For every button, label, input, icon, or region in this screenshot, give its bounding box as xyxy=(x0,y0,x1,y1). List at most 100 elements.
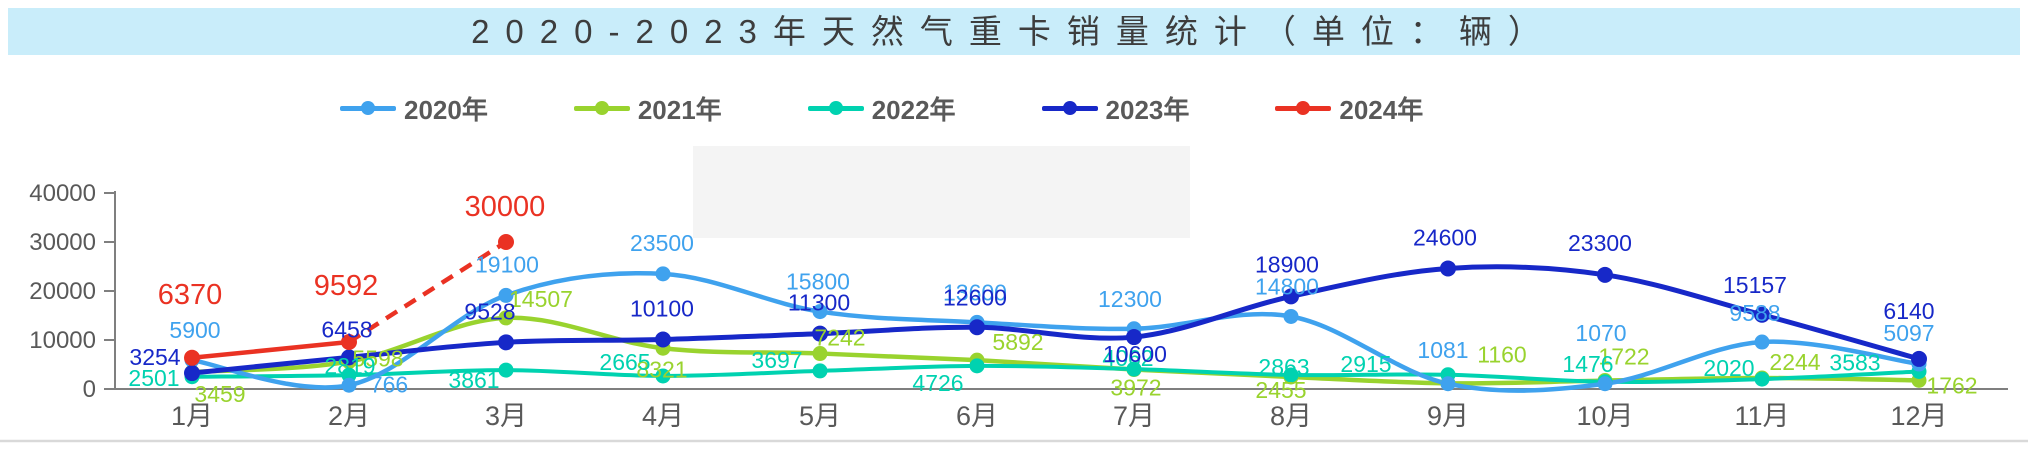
data-label-2022年-1月: 2501 xyxy=(128,365,179,391)
x-tick-label: 7月 xyxy=(1113,401,1155,431)
data-label-2021年-1月: 3459 xyxy=(194,381,245,407)
data-point-2022年-5月 xyxy=(812,363,828,379)
data-point-2020年-4月 xyxy=(655,266,671,282)
data-point-2024年-1月 xyxy=(184,349,200,366)
data-label-2024年-2月: 9592 xyxy=(314,270,379,302)
data-label-2023年-3月: 9528 xyxy=(464,298,515,324)
y-tick-label: 40000 xyxy=(29,180,96,207)
y-tick-label: 20000 xyxy=(29,278,96,305)
data-point-2023年-5月 xyxy=(812,325,828,342)
legend-marker-icon xyxy=(340,101,396,115)
data-point-2020年-3月 xyxy=(498,287,514,303)
series-line-2023年 xyxy=(189,264,1922,376)
data-label-2021年-7月: 3972 xyxy=(1110,375,1161,401)
legend-marker-icon xyxy=(573,101,630,115)
data-point-2020年-10月 xyxy=(1597,376,1613,392)
series-line-2024年-solid xyxy=(191,339,350,361)
x-tick-label: 11月 xyxy=(1734,401,1789,431)
data-point-2022年-4月 xyxy=(655,368,671,384)
x-tick-label: 9月 xyxy=(1427,401,1469,431)
data-label-2022年-2月: 2819 xyxy=(324,353,375,379)
data-point-2022年-11月 xyxy=(1754,371,1770,387)
data-label-2021年-3月: 14507 xyxy=(509,286,573,312)
background-patch xyxy=(693,146,1190,238)
data-label-2020年-11月: 9588 xyxy=(1729,300,1780,326)
legend-label: 2024年 xyxy=(1339,94,1424,125)
y-tick-label: 10000 xyxy=(29,327,96,354)
data-label-2022年-9月: 2915 xyxy=(1340,351,1391,377)
legend-label: 2021年 xyxy=(637,94,722,125)
data-label-2020年-4月: 23500 xyxy=(630,230,694,256)
x-tick-label: 1月 xyxy=(171,401,213,431)
data-label-2020年-1月: 5900 xyxy=(169,317,220,343)
data-point-2022年-8月 xyxy=(1283,367,1299,383)
data-label-2021年-8月: 2455 xyxy=(1255,377,1306,403)
legend-item-2023年: 2023年 xyxy=(1041,90,1190,127)
data-label-2020年-6月: 13600 xyxy=(943,279,1007,305)
data-label-2021年-4月: 8321 xyxy=(636,356,687,382)
data-label-2022年-10月: 1476 xyxy=(1562,351,1613,377)
data-label-2023年-7月: 10600 xyxy=(1103,341,1167,367)
data-point-2023年-9月 xyxy=(1440,260,1456,277)
data-label-2023年-11月: 15157 xyxy=(1723,272,1787,298)
data-label-2023年-5月: 11300 xyxy=(788,290,850,316)
legend-label: 2020年 xyxy=(404,94,488,125)
y-tick-label: 0 xyxy=(83,376,96,403)
data-label-2023年-8月: 18900 xyxy=(1255,251,1319,277)
data-point-2020年-5月 xyxy=(812,304,828,320)
data-label-2023年-1月: 3254 xyxy=(129,344,180,370)
x-tick-label: 5月 xyxy=(799,401,841,431)
data-label-2023年-9月: 24600 xyxy=(1413,225,1477,251)
data-label-2022年-12月: 3583 xyxy=(1829,349,1880,375)
legend-item-2021年: 2021年 xyxy=(573,90,722,127)
data-point-2023年-6月 xyxy=(969,319,985,336)
data-label-2020年-2月: 766 xyxy=(370,371,408,397)
data-label-2021年-12月: 1762 xyxy=(1926,372,1977,398)
data-label-2022年-8月: 2863 xyxy=(1258,354,1309,380)
data-point-2022年-6月 xyxy=(969,358,985,374)
data-label-2022年-6月: 4726 xyxy=(912,370,963,396)
data-label-2021年-6月: 5892 xyxy=(992,329,1043,355)
data-point-2022年-3月 xyxy=(498,362,514,378)
legend-marker-icon xyxy=(1041,101,1098,115)
data-label-2022年-3月: 3861 xyxy=(448,367,499,393)
data-point-2023年-1月 xyxy=(184,365,200,382)
legend-item-2020年: 2020年 xyxy=(340,90,488,127)
series-line-2020年 xyxy=(189,270,1922,393)
data-label-2024年-3月: 30000 xyxy=(465,191,546,223)
legend-item-2022年: 2022年 xyxy=(807,90,956,127)
data-label-2021年-2月: 5598 xyxy=(352,346,403,372)
legend-item-2024年: 2024年 xyxy=(1275,90,1423,127)
data-point-2021年-5月 xyxy=(812,346,828,362)
series-line-2024年-forecast xyxy=(347,240,508,344)
legend-label: 2023年 xyxy=(1105,94,1190,125)
x-tick-label: 2月 xyxy=(328,401,370,431)
data-label-2023年-12月: 6140 xyxy=(1883,298,1934,324)
x-tick-label: 8月 xyxy=(1270,401,1312,431)
data-label-2022年-4月: 2665 xyxy=(599,349,650,375)
data-point-2024年-3月 xyxy=(498,234,514,250)
data-point-2024年-2月 xyxy=(341,333,357,350)
legend: 2020年 2021年 2022年 2023年 2024年 xyxy=(340,90,1423,127)
data-point-2020年-2月 xyxy=(341,377,357,393)
data-point-2023年-4月 xyxy=(655,331,671,348)
data-label-2021年-9月: 1160 xyxy=(1477,341,1526,367)
x-tick-label: 4月 xyxy=(642,401,684,431)
data-label-2022年-7月: 4062 xyxy=(1102,345,1153,371)
data-point-2023年-12月 xyxy=(1911,350,1927,367)
data-label-2021年-11月: 2244 xyxy=(1769,349,1820,375)
x-tick-label: 10月 xyxy=(1576,401,1633,431)
data-label-2020年-10月: 1070 xyxy=(1575,320,1626,346)
y-tick-label: 30000 xyxy=(29,229,96,256)
data-point-2020年-8月 xyxy=(1283,308,1299,324)
data-label-2023年-2月: 6458 xyxy=(321,316,372,342)
data-label-2020年-7月: 12300 xyxy=(1098,286,1162,312)
data-point-2023年-2月 xyxy=(341,349,357,366)
data-label-2022年-5月: 3697 xyxy=(751,347,802,373)
data-label-2021年-5月: 7242 xyxy=(814,325,865,351)
data-label-2020年-3月: 19100 xyxy=(475,251,539,277)
legend-marker-icon xyxy=(807,101,864,115)
data-label-2020年-8月: 14800 xyxy=(1255,274,1319,300)
